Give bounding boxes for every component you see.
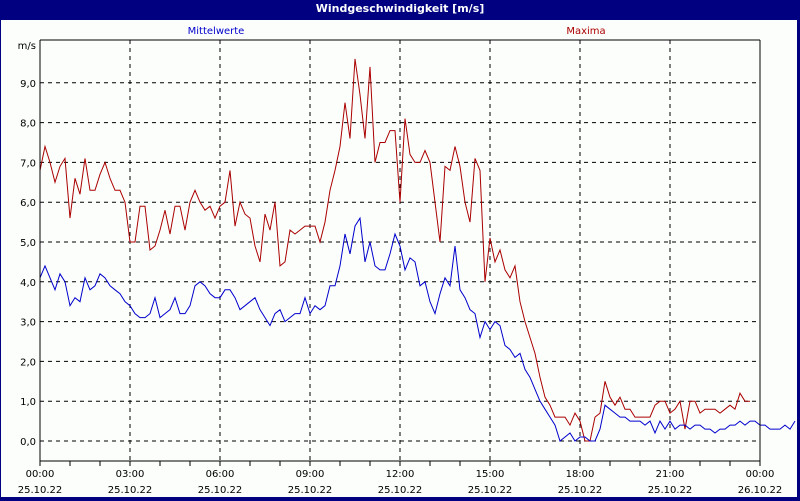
chart-panel: Mittelwerte Maxima m/s 0,0 1,0 2,0 3,0 4,0 5,…: [1, 20, 797, 497]
x-axis-labels: 00:00 25.10.22 03:00 25.10.22 06:00 25.10.22 0…: [18, 461, 783, 496]
x-tick-date: 25.10.22: [288, 485, 333, 496]
y-tick-label: 7,0: [20, 158, 36, 169]
axes: [39, 39, 761, 462]
x-tick-time: 06:00: [206, 469, 235, 480]
x-tick-time: 15:00: [476, 469, 505, 480]
y-axis-unit: m/s: [18, 41, 36, 52]
y-tick-label: 0,0: [20, 437, 36, 448]
x-tick-date: 25.10.22: [648, 485, 693, 496]
x-tick-time: 00:00: [26, 469, 55, 480]
x-tick-time: 12:00: [386, 469, 415, 480]
x-tick-date: 25.10.22: [198, 485, 243, 496]
y-axis-labels: 0,0 1,0 2,0 3,0 4,0 5,0 6,0 7,0 8,0 9,0: [20, 79, 36, 448]
y-tick-label: 4,0: [20, 278, 36, 289]
maxima-line: [39, 58, 750, 442]
grid-lines: [40, 40, 760, 461]
x-tick-time: 03:00: [116, 469, 145, 480]
y-tick-label: 2,0: [20, 357, 36, 368]
x-tick-date: 25.10.22: [558, 485, 603, 496]
y-tick-label: 6,0: [20, 198, 36, 209]
x-tick-time: 09:00: [296, 469, 325, 480]
y-tick-label: 8,0: [20, 119, 36, 130]
y-tick-label: 5,0: [20, 238, 36, 249]
x-tick-date: 25.10.22: [18, 485, 63, 496]
mittelwerte-line: [39, 216, 796, 442]
x-tick-date: 25.10.22: [468, 485, 513, 496]
y-tick-label: 1,0: [20, 397, 36, 408]
window-title: Windgeschwindigkeit [m/s]: [0, 0, 800, 20]
legend-maxima: Maxima: [566, 26, 605, 37]
x-tick-time: 00:00: [746, 469, 775, 480]
x-tick-date: 26.10.22: [738, 485, 783, 496]
x-tick-date: 25.10.22: [378, 485, 423, 496]
x-tick-time: 18:00: [566, 469, 595, 480]
line-chart: Mittelwerte Maxima m/s 0,0 1,0 2,0 3,0 4,0 5,…: [18, 26, 796, 496]
x-tick-date: 25.10.22: [108, 485, 153, 496]
y-tick-label: 3,0: [20, 318, 36, 329]
x-tick-time: 21:00: [656, 469, 685, 480]
y-tick-label: 9,0: [20, 79, 36, 90]
legend-mittelwerte: Mittelwerte: [188, 26, 245, 37]
